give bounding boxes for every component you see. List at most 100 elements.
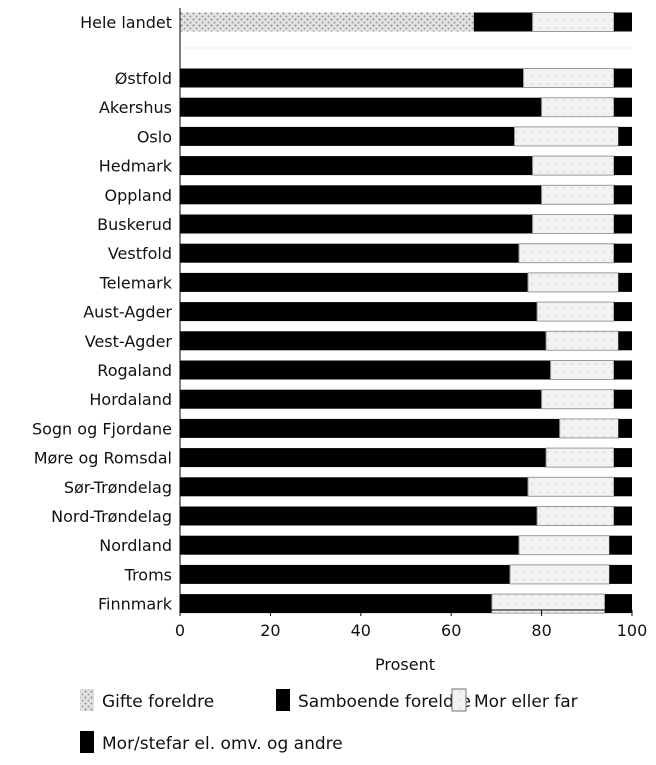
category-label: Rogaland — [97, 361, 172, 380]
category-label: Vestfold — [108, 244, 172, 263]
bar-segment-3-16 — [527, 476, 615, 497]
bar-segment-4-7 — [613, 214, 632, 234]
bar-segment-2-7 — [180, 214, 533, 234]
bar-segment-2-11 — [180, 331, 547, 351]
category-label: Hele landet — [80, 13, 172, 32]
bar-segment-4-2 — [613, 68, 632, 88]
bar-segment-3-15 — [545, 447, 615, 468]
bar-segment-2-20 — [180, 594, 492, 614]
bar-segment-3-4 — [514, 126, 619, 147]
legend-label-2: Samboende foreldre — [298, 692, 471, 712]
bar-segment-4-18 — [609, 535, 632, 555]
legend-swatch-1 — [80, 689, 94, 711]
bar-segment-4-19 — [609, 564, 632, 584]
category-labels: Hele landet Østfold Akershus Oslo Hedmark Opp… — [32, 13, 173, 614]
x-tick-label: 60 — [441, 621, 461, 640]
legend-label-4: Mor/stefar el. omv. og andre — [102, 734, 343, 754]
bar-segment-2-18 — [180, 535, 519, 555]
bar-segment-4-3 — [613, 97, 632, 117]
x-tick-label: 100 — [617, 621, 648, 640]
category-label: Finnmark — [98, 595, 173, 614]
legend-swatch-4 — [80, 731, 94, 753]
bar-segment-3-10 — [536, 301, 615, 322]
x-axis-title: Prosent — [375, 655, 435, 674]
bar-segment-3-1 — [532, 12, 615, 32]
bar-segment-2-8 — [180, 243, 519, 263]
bar-segment-2-19 — [180, 564, 510, 584]
bar-segment-4-9 — [618, 272, 632, 292]
bar-segment-3-18 — [518, 535, 610, 556]
legend: Gifte foreldre Samboende foreldre Mor elle… — [80, 688, 578, 754]
bar-segment-4-11 — [618, 331, 632, 351]
x-axis: 0 20 40 60 80 100 — [175, 8, 647, 640]
x-tick-label: 20 — [260, 621, 280, 640]
bar-segment-3-8 — [518, 243, 615, 264]
bar-segment-4-20 — [604, 594, 632, 614]
legend-swatch-2 — [276, 689, 290, 711]
bar-segment-4-12 — [613, 360, 632, 380]
bar-segment-1-1 — [180, 12, 474, 32]
x-tick-label: 80 — [531, 621, 551, 640]
category-label: Akershus — [99, 98, 172, 117]
bar-segment-4-16 — [613, 477, 632, 497]
bar-segment-2-4 — [180, 126, 515, 146]
category-label: Troms — [124, 565, 172, 584]
bar-segment-2-14 — [180, 418, 560, 438]
category-label: Vest-Agder — [85, 332, 173, 351]
bar-segment-2-6 — [180, 185, 542, 205]
bar-segment-3-11 — [545, 330, 619, 351]
bar-segment-4-8 — [613, 243, 632, 263]
bar-segment-3-14 — [559, 418, 620, 439]
bar-segment-4-17 — [613, 506, 632, 526]
plot-area — [180, 12, 632, 614]
bar-segment-2-12 — [180, 360, 551, 380]
bar-segment-2-5 — [180, 156, 533, 176]
category-label: Hordaland — [89, 390, 172, 409]
bar-segment-2-1 — [473, 12, 533, 32]
bar-segment-4-14 — [618, 418, 632, 438]
bar-segment-4-6 — [613, 185, 632, 205]
bar-segment-3-17 — [536, 506, 615, 526]
bar-segment-4-10 — [613, 302, 632, 322]
bar-segment-3-7 — [532, 214, 615, 234]
category-label: Møre og Romsdal — [34, 449, 172, 468]
category-label: Oslo — [137, 127, 172, 146]
bar-segment-3-13 — [541, 389, 615, 410]
bar-segment-4-4 — [618, 126, 632, 146]
x-tick-label: 0 — [175, 621, 185, 640]
category-label: Telemark — [99, 273, 173, 292]
bar-segment-2-13 — [180, 389, 542, 409]
legend-label-3: Mor eller far — [474, 692, 578, 712]
bar-segment-3-3 — [541, 97, 615, 118]
legend-label-1: Gifte foreldre — [102, 692, 214, 712]
bar-segment-3-5 — [532, 155, 615, 176]
category-label: Aust-Agder — [83, 303, 172, 322]
bar-segment-2-9 — [180, 272, 528, 292]
category-label: Nord-Trøndelag — [51, 507, 172, 526]
category-label: Østfold — [115, 69, 172, 88]
bar-segment-2-16 — [180, 477, 528, 497]
category-label: Oppland — [105, 186, 172, 205]
bar-segment-4-15 — [613, 448, 632, 468]
bar-segment-2-10 — [180, 302, 538, 322]
bar-segment-2-15 — [180, 448, 547, 468]
bar-segment-4-13 — [613, 389, 632, 409]
legend-swatch-3 — [451, 688, 467, 712]
bar-segment-2-3 — [180, 97, 542, 117]
category-label: Hedmark — [99, 157, 173, 176]
x-tick-label: 40 — [351, 621, 371, 640]
category-label: Nordland — [99, 536, 172, 555]
bar-segment-3-19 — [509, 564, 610, 585]
bar-segment-3-6 — [541, 184, 615, 205]
bar-segment-2-2 — [180, 68, 524, 88]
category-label: Sør-Trøndelag — [64, 478, 172, 497]
bar-segment-3-9 — [527, 272, 619, 293]
bar-segment-4-5 — [613, 156, 632, 176]
bar-segment-2-17 — [180, 506, 538, 526]
bar-segment-3-12 — [550, 360, 615, 380]
bar-segment-4-1 — [613, 12, 632, 32]
category-label: Buskerud — [97, 215, 172, 234]
bar-segment-3-2 — [523, 68, 615, 88]
category-label: Sogn og Fjordane — [32, 419, 172, 438]
